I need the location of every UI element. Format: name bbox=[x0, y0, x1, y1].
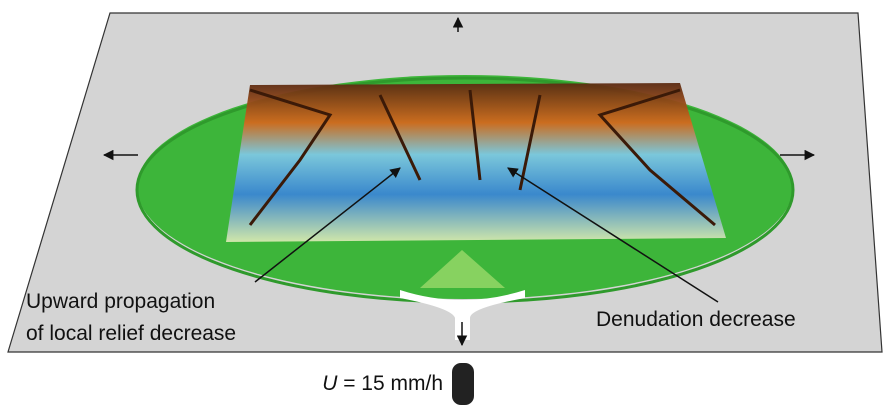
funnel bbox=[452, 363, 474, 405]
annotation-line: Denudation decrease bbox=[596, 308, 796, 331]
annotation-line: Upward propagation bbox=[26, 290, 215, 313]
annotation-line: of local relief decrease bbox=[26, 322, 236, 345]
outlet-label: U = 15 mm/h bbox=[322, 372, 443, 395]
figure: Upward propagation of local relief decre… bbox=[0, 0, 885, 405]
outlet-rate: = 15 mm/h bbox=[343, 372, 443, 395]
outlet-symbol: U bbox=[322, 372, 338, 395]
